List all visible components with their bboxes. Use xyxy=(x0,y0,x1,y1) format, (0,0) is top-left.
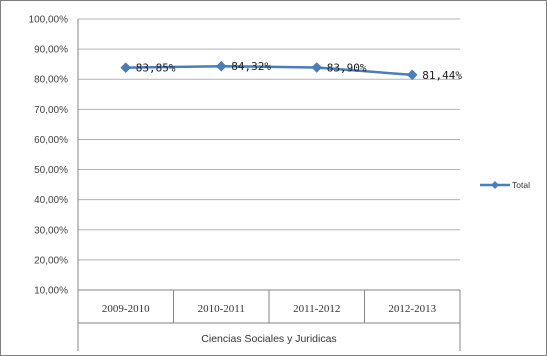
legend-label: Total xyxy=(512,180,530,190)
x-tick-label: 2010-2011 xyxy=(198,303,245,315)
y-tick-label: 60,00% xyxy=(34,135,68,146)
data-point-marker xyxy=(120,62,132,73)
data-label: 84,32% xyxy=(231,60,271,73)
data-label: 83,90% xyxy=(327,61,367,74)
y-axis-tick-labels: 10,00% 20,00% 30,00% 40,00% 50,00% 60,00% 70,0… xyxy=(29,15,69,297)
data-point-marker xyxy=(406,69,418,81)
y-tick-label: 90,00% xyxy=(34,45,68,56)
x-tick-label: 2012-2013 xyxy=(388,303,436,315)
series-line xyxy=(125,64,413,77)
x-tick-label: 2009-2010 xyxy=(102,303,150,315)
gridlines xyxy=(77,18,460,291)
y-tick-label: 100,00% xyxy=(29,15,69,26)
y-tick-label: 50,00% xyxy=(34,165,68,176)
legend: Total xyxy=(480,180,530,190)
data-point-marker xyxy=(215,60,227,72)
x-axis: 2009-2010 2010-2011 2011-2012 2012-2013 Cien… xyxy=(77,289,461,351)
y-tick-label: 10,00% xyxy=(34,286,68,297)
data-label: 83,85% xyxy=(136,62,176,75)
category-group-label: Ciencias Sociales y Juridicas xyxy=(201,333,336,345)
data-label: 81,44% xyxy=(422,69,462,82)
y-tick-label: 70,00% xyxy=(34,105,68,116)
data-point-marker xyxy=(311,62,323,73)
x-tick-label: 2011-2012 xyxy=(293,303,340,315)
y-tick-label: 80,00% xyxy=(34,75,68,86)
y-tick-label: 30,00% xyxy=(34,225,68,236)
legend-marker xyxy=(491,181,499,189)
y-tick-label: 40,00% xyxy=(34,195,68,206)
y-tick-label: 20,00% xyxy=(34,255,68,266)
data-labels: 83,85% 84,32% 83,90% 81,44% xyxy=(136,60,463,82)
series-total xyxy=(120,60,418,81)
